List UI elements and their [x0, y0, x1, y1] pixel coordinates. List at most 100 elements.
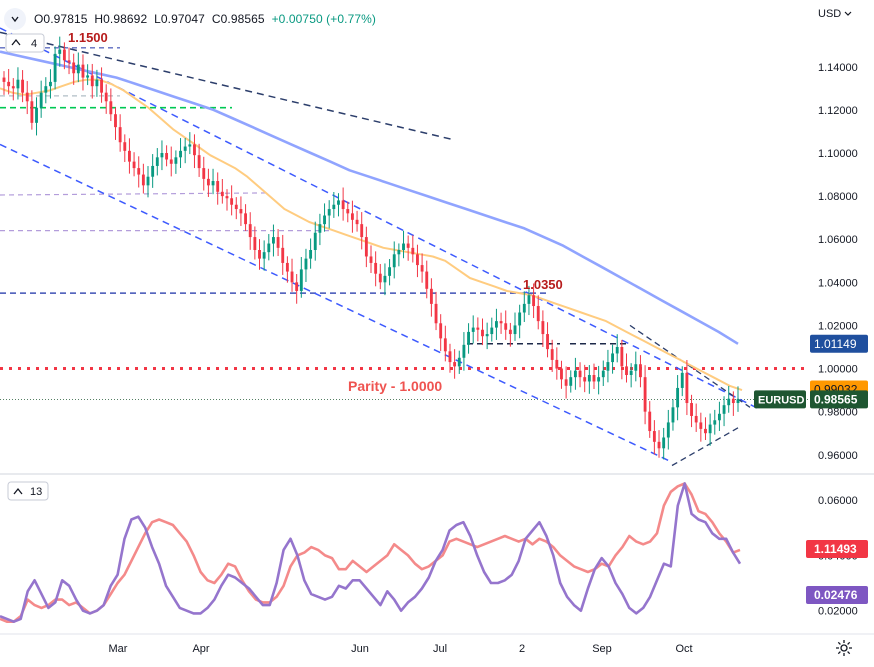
candle-body	[471, 327, 475, 332]
candle-body	[327, 209, 331, 216]
candle	[234, 197, 238, 220]
candle-body	[676, 387, 680, 408]
candle-body	[429, 288, 433, 304]
candle-body	[462, 344, 466, 358]
candle	[350, 200, 354, 233]
currency-selector[interactable]: USD	[818, 8, 852, 20]
indicators-toggle-box[interactable]	[5, 33, 45, 53]
price-tick-label: 1.14000	[818, 62, 858, 74]
candle	[360, 212, 364, 250]
candle-body	[680, 372, 684, 388]
candle	[95, 69, 99, 97]
candle-body	[620, 346, 624, 367]
candle-body	[583, 377, 587, 382]
moving-averages	[0, 50, 743, 392]
time-tick-label: Jul	[433, 643, 447, 655]
candle	[272, 224, 275, 257]
candle	[11, 78, 15, 101]
candle-body	[425, 271, 429, 289]
candle-body	[197, 155, 201, 169]
price-tick-label: 1.08000	[818, 191, 858, 203]
candle-body	[481, 329, 484, 337]
candle-body	[239, 209, 243, 214]
candle	[169, 146, 173, 177]
collapse-legend-button[interactable]	[4, 8, 26, 30]
candle	[30, 90, 34, 130]
candle	[258, 239, 261, 270]
candle-body	[76, 64, 80, 74]
candle	[206, 168, 210, 197]
candle-body	[267, 243, 271, 253]
candle	[546, 322, 549, 358]
candle-body	[662, 437, 666, 449]
candle	[132, 152, 136, 177]
candle	[620, 339, 624, 380]
price-tick-label: 1.02000	[818, 320, 858, 332]
candle	[443, 325, 447, 362]
trend-lines	[0, 27, 761, 467]
candle-body	[499, 321, 503, 324]
candle-body	[736, 399, 740, 404]
candle-body	[309, 250, 313, 259]
time-tick-label: Apr	[192, 643, 209, 655]
candle-body	[550, 349, 554, 360]
candle-body	[95, 79, 99, 87]
candle	[262, 240, 266, 271]
candle	[429, 278, 433, 317]
candle	[309, 238, 313, 269]
candle	[532, 283, 536, 319]
parity-label: Parity - 1.0000	[348, 378, 442, 394]
candle-body	[513, 325, 517, 335]
candle	[457, 350, 461, 374]
candle-body	[485, 334, 489, 337]
candle-body	[216, 181, 220, 192]
candle-body	[494, 321, 498, 328]
candle	[369, 245, 373, 274]
oscillator-toggle[interactable]: 13	[7, 481, 49, 501]
moving-average-line	[0, 78, 743, 392]
candle-body	[727, 398, 731, 406]
candle-body	[694, 415, 698, 423]
candle	[560, 360, 563, 389]
candle-body	[81, 64, 85, 78]
badge-sma-slow-value: 1.01149	[814, 337, 857, 351]
candle	[536, 295, 540, 330]
candle-body	[86, 75, 90, 78]
candle-body	[420, 265, 424, 272]
oscillator-param: 13	[30, 486, 42, 498]
candle	[662, 427, 666, 460]
candle-body	[634, 364, 638, 371]
candle-body	[717, 413, 721, 421]
candle	[462, 332, 466, 371]
candle	[406, 235, 410, 261]
candle-body	[248, 224, 252, 238]
chevron-up-icon	[13, 487, 23, 495]
candle-body	[448, 351, 452, 363]
candle	[76, 52, 80, 83]
candle-body	[625, 366, 628, 376]
candle-body	[601, 370, 605, 378]
oscillator-lines	[0, 482, 742, 623]
candle	[253, 226, 257, 260]
candle-body	[49, 81, 52, 87]
candle	[332, 192, 336, 218]
candle-body	[690, 403, 693, 416]
candle-body	[369, 256, 373, 263]
candle-body	[337, 200, 340, 205]
candle	[634, 351, 638, 382]
trend-line-upper	[0, 31, 456, 141]
candle-body	[151, 165, 155, 177]
candle-body	[527, 295, 531, 304]
oscillator-toggle-box[interactable]	[7, 481, 49, 501]
candle-body	[281, 247, 285, 263]
ohlc-close: C0.98565	[211, 12, 265, 26]
candle	[179, 138, 182, 168]
settings-gear-icon[interactable]	[834, 638, 854, 658]
candle	[346, 201, 350, 223]
indicators-toggle[interactable]: 4	[5, 33, 45, 53]
candle-body	[211, 181, 215, 186]
candle	[527, 285, 531, 316]
badge-oscillator-red-value: 1.11493	[814, 542, 857, 556]
candle	[713, 409, 717, 435]
